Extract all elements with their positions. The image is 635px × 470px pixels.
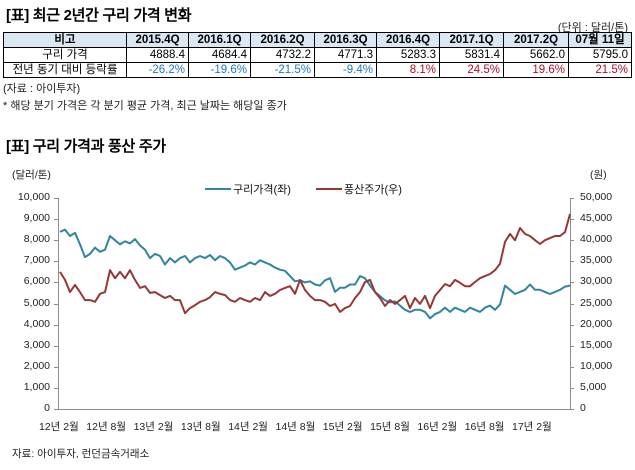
left-tick-label: 6,000 — [23, 275, 50, 288]
right-tick-label: 10,000 — [580, 359, 613, 372]
x-tick-label: 14년 8월 — [275, 421, 316, 433]
left-axis-unit: (달러/톤) — [12, 169, 51, 181]
copper-price-line — [59, 228, 571, 320]
table-cell: -9.4% — [314, 62, 377, 78]
table-unit: (단위 : 달러/톤) — [557, 22, 628, 34]
left-tick-label: 0 — [44, 402, 50, 414]
copper-line-swatch-icon — [205, 188, 231, 190]
x-tick-label: 16년 2월 — [417, 421, 458, 433]
table-cell: 4888.4 — [126, 47, 189, 63]
table-cell: -26.2% — [126, 62, 189, 78]
header-cell: 2017.1Q — [439, 32, 504, 48]
right-tick-label: 15,000 — [580, 338, 613, 351]
right-tick-label: 0 — [580, 402, 586, 414]
table-cell: 24.5% — [439, 62, 504, 78]
table-footnote: * 해당 분기 가격은 각 분기 평균 가격, 최근 날짜는 해당일 종가 — [3, 100, 287, 112]
x-tick-label: 14년 2월 — [228, 421, 268, 433]
poongsan-stock-line — [59, 213, 571, 315]
right-axis-unit: (원) — [590, 169, 607, 181]
table-source: (자료 : 아이투자) — [3, 83, 81, 95]
left-tick-label: 7,000 — [23, 254, 50, 267]
chart-axes — [54, 198, 574, 410]
right-tick-label: 50,000 — [580, 191, 613, 203]
x-tick-label: 16년 8월 — [464, 421, 505, 433]
right-tick-label: 40,000 — [580, 233, 613, 246]
row-label: 전년 동기 대비 등락률 — [3, 62, 127, 78]
header-cell: 2016.3Q — [314, 32, 377, 48]
x-tick-label: 15년 2월 — [322, 421, 363, 433]
table-cell: 21.5% — [568, 62, 632, 78]
x-tick-label: 15년 8월 — [370, 421, 410, 433]
left-tick-label: 2,000 — [23, 359, 50, 372]
table-cell: 8.1% — [376, 62, 440, 78]
header-cell: 비고 — [3, 32, 127, 48]
chart-title: [표] 구리 가격과 풍산 주가 — [6, 138, 166, 155]
right-tick-label: 45,000 — [580, 212, 613, 225]
right-tick-label: 5,000 — [580, 380, 607, 393]
right-tick-label: 25,000 — [580, 296, 613, 309]
table-cell: 19.6% — [503, 62, 569, 78]
table-cell: 4732.2 — [250, 47, 315, 63]
header-cell: 2016.4Q — [376, 32, 440, 48]
x-tick-label: 13년 2월 — [133, 421, 174, 433]
right-tick-label: 30,000 — [580, 275, 613, 288]
table-row: 구리 가격 4888.4 4684.4 4732.2 4771.3 5283.3… — [3, 47, 632, 63]
legend-item-copper: 구리가격(좌) — [205, 181, 291, 197]
left-tick-label: 9,000 — [23, 212, 50, 225]
copper-price-table: 비고 2015.4Q 2016.1Q 2016.2Q 2016.3Q 2016.… — [3, 32, 632, 78]
legend-label: 구리가격(좌) — [233, 184, 291, 196]
poongsan-line-swatch-icon — [316, 188, 342, 190]
right-tick-label: 20,000 — [580, 317, 613, 330]
left-tick-label: 3,000 — [23, 338, 50, 351]
table-cell: 4771.3 — [314, 47, 377, 63]
table-row: 전년 동기 대비 등락률 -26.2% -19.6% -21.5% -9.4% … — [3, 62, 632, 78]
table-title: [표] 최근 2년간 구리 가격 변화 — [6, 7, 192, 24]
header-cell: 2017.2Q — [503, 32, 569, 48]
x-tick-label: 17년 2월 — [512, 421, 552, 433]
header-cell: 2015.4Q — [126, 32, 189, 48]
x-tick-label: 13년 8월 — [180, 421, 221, 433]
x-tick-label: 12년 2월 — [39, 421, 79, 433]
x-tick-label: 12년 8월 — [86, 421, 127, 433]
table-cell: -19.6% — [188, 62, 251, 78]
left-tick-label: 1,000 — [23, 380, 50, 393]
left-tick-label: 8,000 — [23, 233, 50, 246]
header-cell: 07월 11일 — [568, 32, 632, 48]
chart-source: 자료: 아이투자, 런던금속거래소 — [12, 448, 150, 460]
table-cell: 5795.0 — [568, 47, 632, 63]
table-header-row: 비고 2015.4Q 2016.1Q 2016.2Q 2016.3Q 2016.… — [3, 32, 632, 48]
table-cell: 5662.0 — [503, 47, 569, 63]
legend-item-poongsan: 풍산주가(우) — [316, 181, 402, 197]
left-tick-label: 5,000 — [23, 296, 50, 309]
left-tick-label: 4,000 — [23, 317, 50, 330]
legend-label: 풍산주가(우) — [344, 184, 402, 196]
left-tick-label: 10,000 — [17, 191, 50, 203]
right-tick-label: 35,000 — [580, 254, 613, 267]
header-cell: 2016.1Q — [188, 32, 251, 48]
table-cell: -21.5% — [250, 62, 315, 78]
